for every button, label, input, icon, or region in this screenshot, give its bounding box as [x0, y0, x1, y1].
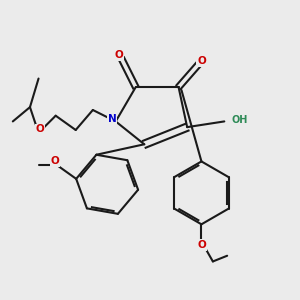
Text: O: O — [50, 156, 59, 166]
Text: N: N — [108, 114, 117, 124]
Text: O: O — [197, 56, 206, 66]
Text: O: O — [36, 124, 44, 134]
Text: O: O — [197, 240, 206, 250]
Text: OH: OH — [232, 115, 248, 125]
Text: O: O — [114, 50, 123, 60]
